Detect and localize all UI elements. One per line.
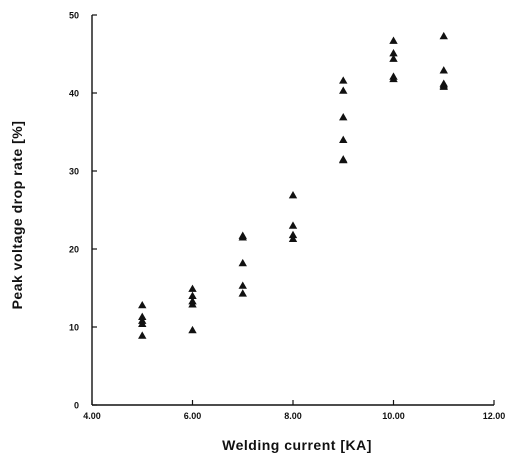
data-point <box>339 155 348 164</box>
data-point <box>238 289 247 297</box>
x-tick-label: 8.00 <box>284 411 302 421</box>
data-point <box>339 135 348 143</box>
y-tick-label: 50 <box>69 11 79 21</box>
y-tick-label: 30 <box>69 167 79 177</box>
y-axis-title: Peak voltage drop rate [%] <box>9 121 25 310</box>
data-point <box>288 221 298 229</box>
data-point <box>138 331 147 339</box>
data-point <box>288 230 298 239</box>
axes <box>91 15 494 406</box>
data-point <box>138 312 147 321</box>
data-point <box>238 258 247 267</box>
x-axis-title: Welding current [KA] <box>222 437 372 453</box>
data-point <box>389 54 398 62</box>
data-point <box>188 291 197 299</box>
x-tick-label: 6.00 <box>184 411 202 421</box>
y-tick-label: 20 <box>69 245 79 255</box>
axis-ticks: 4.00 6.00 8.00 10.00 12.00 0 10 20 30 40 50 <box>69 11 505 422</box>
data-point <box>339 76 348 84</box>
data-point <box>188 284 197 292</box>
data-point <box>188 300 197 308</box>
data-point <box>389 49 398 57</box>
data-point <box>138 319 147 328</box>
data-point <box>238 233 247 241</box>
data-point <box>389 74 398 83</box>
data-point <box>439 82 448 90</box>
x-tick-label: 10.00 <box>382 411 405 421</box>
data-point <box>339 86 348 94</box>
data-point <box>238 281 247 289</box>
y-tick-label: 0 <box>74 401 79 411</box>
x-tick-label: 12.00 <box>483 411 506 421</box>
data-point <box>138 300 147 309</box>
data-point <box>439 31 448 40</box>
data-point <box>389 36 398 44</box>
data-point <box>339 112 348 121</box>
y-tick-label: 40 <box>69 89 79 99</box>
data-point <box>288 234 298 243</box>
data-point <box>288 190 298 199</box>
data-points <box>138 31 448 339</box>
data-point <box>188 325 197 334</box>
x-tick-label: 4.00 <box>83 411 101 421</box>
data-point <box>439 66 448 74</box>
y-tick-label: 10 <box>69 323 79 333</box>
